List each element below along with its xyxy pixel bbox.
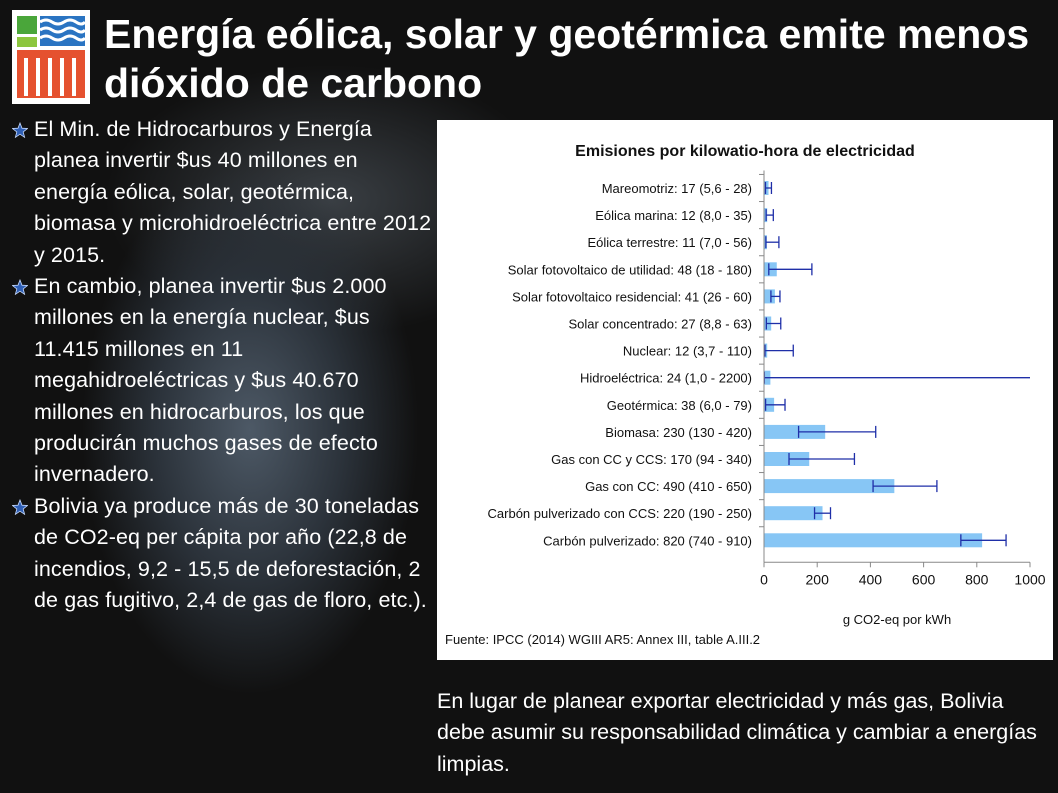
x-tick-label: 0 bbox=[760, 571, 768, 587]
category-label: Solar fotovoltaico de utilidad: 48 (18 -… bbox=[508, 262, 752, 277]
chart-svg: Emisiones por kilowatio-hora de electric… bbox=[445, 143, 1046, 647]
x-tick-label: 800 bbox=[965, 571, 989, 587]
chart-plot-area: Mareomotriz: 17 (5,6 - 28) Eólica marina:… bbox=[488, 170, 1046, 587]
data-bar bbox=[764, 479, 895, 494]
bullet-text: El Min. de Hidrocarburos y Energía plane… bbox=[34, 117, 432, 267]
bullet-item: Bolivia ya produce más de 30 toneladas d… bbox=[12, 491, 432, 617]
data-bar bbox=[764, 506, 823, 521]
category-label: Biomasa: 230 (130 - 420) bbox=[605, 425, 752, 440]
bullet-item: El Min. de Hidrocarburos y Energía plane… bbox=[12, 114, 432, 271]
category-label: Geotérmica: 38 (6,0 - 79) bbox=[607, 398, 752, 413]
star-bullet-icon bbox=[12, 498, 28, 515]
x-tick-label: 600 bbox=[912, 571, 936, 587]
data-bar bbox=[764, 289, 775, 304]
bullet-text: Bolivia ya produce más de 30 toneladas d… bbox=[34, 493, 427, 613]
bullet-text: En cambio, planea invertir $us 2.000 mil… bbox=[34, 274, 387, 487]
category-label: Hidroeléctrica: 24 (1,0 - 2200) bbox=[580, 371, 752, 386]
slide-title: Energía eólica, solar y geotérmica emite… bbox=[104, 11, 1030, 106]
chart-title: Emisiones por kilowatio-hora de electric… bbox=[575, 143, 915, 160]
category-label: Solar fotovoltaico residencial: 41 (26 -… bbox=[512, 289, 752, 304]
category-label: Nuclear: 12 (3,7 - 110) bbox=[623, 344, 752, 359]
category-label: Gas con CC: 490 (410 - 650) bbox=[585, 479, 752, 494]
bullet-list: El Min. de Hidrocarburos y Energía plane… bbox=[12, 114, 432, 617]
bottom-note: En lugar de planear exportar electricida… bbox=[437, 689, 1037, 776]
data-bar bbox=[764, 452, 810, 466]
data-bar bbox=[764, 424, 826, 439]
data-bar bbox=[764, 533, 983, 548]
x-tick-label: 200 bbox=[806, 571, 830, 587]
chart-source: Fuente: IPCC (2014) WGIII AR5: Annex III… bbox=[445, 632, 760, 647]
star-bullet-icon bbox=[12, 122, 28, 138]
category-label: Eólica terrestre: 11 (7,0 - 56) bbox=[588, 235, 753, 250]
x-axis-label: g CO2-eq por kWh bbox=[843, 612, 951, 627]
category-label: Carbón pulverizado: 820 (740 - 910) bbox=[543, 533, 752, 548]
bullet-item: En cambio, planea invertir $us 2.000 mil… bbox=[12, 271, 432, 491]
category-label: Eólica marina: 12 (8,0 - 35) bbox=[595, 208, 752, 223]
category-label: Gas con CC y CCS: 170 (94 - 340) bbox=[551, 452, 752, 467]
x-tick-label: 1000 bbox=[1014, 571, 1045, 587]
organization-logo bbox=[12, 10, 90, 104]
category-label: Solar concentrado: 27 (8,8 - 63) bbox=[568, 317, 752, 332]
category-label: Carbón pulverizado con CCS: 220 (190 - 2… bbox=[488, 506, 752, 521]
category-label: Mareomotriz: 17 (5,6 - 28) bbox=[602, 181, 752, 196]
star-bullet-icon bbox=[12, 279, 28, 296]
emissions-chart: Emisiones por kilowatio-hora de electric… bbox=[437, 120, 1053, 660]
x-tick-label: 400 bbox=[859, 571, 883, 587]
